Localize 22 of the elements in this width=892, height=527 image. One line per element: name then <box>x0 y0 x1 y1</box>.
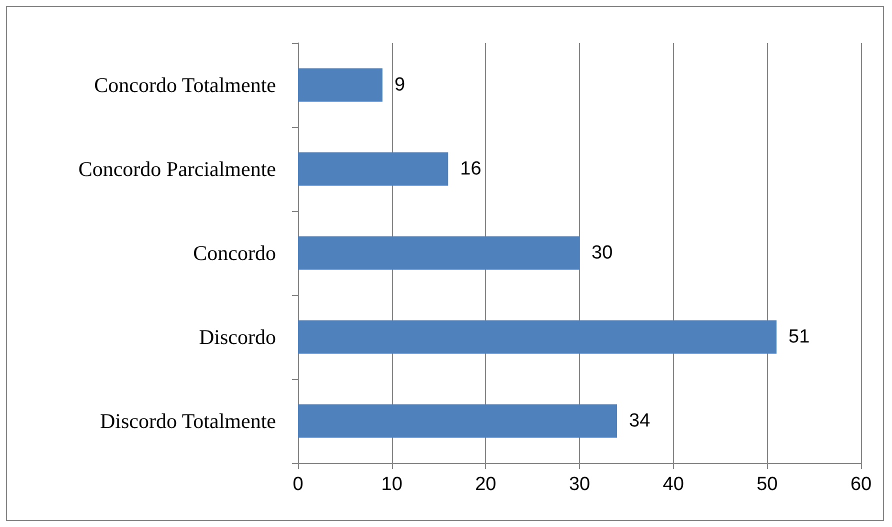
bar <box>298 68 382 102</box>
x-tick-label: 0 <box>292 474 304 495</box>
bar <box>298 152 448 186</box>
data-label: 9 <box>394 74 406 96</box>
bar <box>298 320 777 354</box>
data-label: 30 <box>592 242 613 264</box>
x-tick-label: 10 <box>381 474 402 495</box>
y-tick-label: Concordo Totalmente <box>94 73 276 97</box>
y-tick-label: Discordo Totalmente <box>100 409 276 433</box>
x-tick-label: 20 <box>475 474 496 495</box>
x-tick-label: 30 <box>568 474 590 495</box>
x-tick-label: 60 <box>850 474 872 495</box>
x-tick-label: 50 <box>756 474 778 495</box>
y-tick-label: Concordo Parcialmente <box>78 157 276 181</box>
x-tick-label: 40 <box>662 474 684 495</box>
data-label: 34 <box>629 410 651 432</box>
data-label: 51 <box>788 326 810 348</box>
data-label: 16 <box>460 158 482 180</box>
y-tick-label: Discordo <box>199 325 276 349</box>
bar <box>298 236 580 270</box>
y-tick-label: Concordo <box>193 241 276 265</box>
bar <box>298 404 618 438</box>
